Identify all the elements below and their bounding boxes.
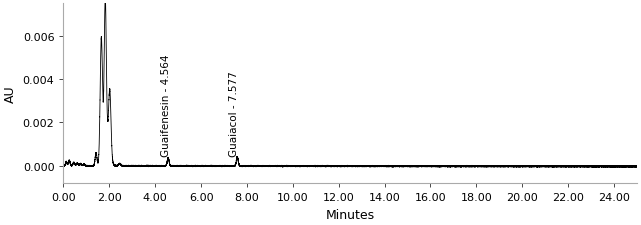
Y-axis label: AU: AU bbox=[4, 85, 17, 103]
Text: Guaiacol - 7.577: Guaiacol - 7.577 bbox=[229, 71, 239, 156]
Text: Guaifenesin - 4.564: Guaifenesin - 4.564 bbox=[160, 54, 171, 156]
X-axis label: Minutes: Minutes bbox=[326, 208, 375, 221]
